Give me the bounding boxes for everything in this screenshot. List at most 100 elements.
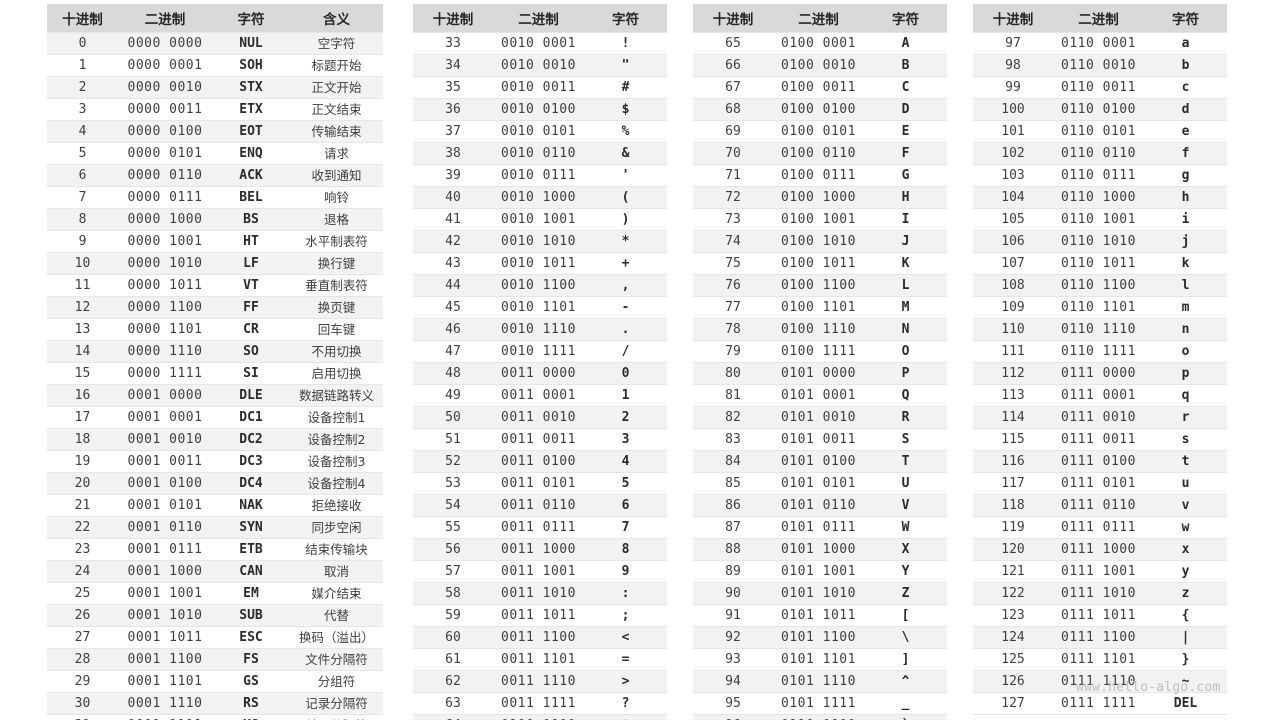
cell-decimal: 3 bbox=[47, 98, 118, 121]
cell-binary: 0000 0101 bbox=[118, 142, 212, 165]
table-row: 122 0111 1010 z bbox=[973, 582, 1227, 605]
table-row: 14 0000 1110 SO 不用切换 bbox=[47, 340, 383, 363]
cell-character: CR bbox=[212, 318, 290, 341]
table-row: 89 0101 1001 Y bbox=[693, 560, 947, 583]
table-row: 97 0110 0001 a bbox=[973, 32, 1227, 55]
table-row: 105 0110 1001 i bbox=[973, 208, 1227, 231]
cell-character: n bbox=[1144, 318, 1227, 341]
cell-meaning: 媒介结束 bbox=[290, 582, 383, 605]
cell-character: ! bbox=[584, 32, 667, 55]
ascii-table-control-chars: 十进制 二进制 字符 含义 0 0000 0000 NUL 空字符 1 0000 0001… bbox=[47, 4, 383, 720]
table-row: 23 0001 0111 ETB 结束传输块 bbox=[47, 538, 383, 561]
cell-binary: 0001 1000 bbox=[118, 560, 212, 583]
cell-decimal: 55 bbox=[413, 516, 493, 539]
cell-decimal: 98 bbox=[973, 54, 1053, 77]
cell-character: m bbox=[1144, 296, 1227, 319]
table-row: 117 0111 0101 u bbox=[973, 472, 1227, 495]
cell-binary: 0000 1110 bbox=[118, 340, 212, 363]
cell-meaning: 正文开始 bbox=[290, 76, 383, 99]
table-row: 61 0011 1101 = bbox=[413, 648, 667, 671]
cell-decimal: 53 bbox=[413, 472, 493, 495]
table-row: 116 0111 0100 t bbox=[973, 450, 1227, 473]
table-body: 0 0000 0000 NUL 空字符 1 0000 0001 SOH 标题开始 2 0000 0… bbox=[47, 32, 383, 720]
cell-character: t bbox=[1144, 450, 1227, 473]
cell-binary: 0001 0110 bbox=[118, 516, 212, 539]
table-row: 67 0100 0011 C bbox=[693, 76, 947, 99]
cell-binary: 0111 0001 bbox=[1053, 384, 1144, 407]
cell-decimal: 25 bbox=[47, 582, 118, 605]
table-row: 76 0100 1100 L bbox=[693, 274, 947, 297]
cell-decimal: 13 bbox=[47, 318, 118, 341]
cell-character: " bbox=[584, 54, 667, 77]
cell-binary: 0011 0000 bbox=[493, 362, 584, 385]
table-row: 4 0000 0100 EOT 传输结束 bbox=[47, 120, 383, 143]
table-row: 10 0000 1010 LF 换行键 bbox=[47, 252, 383, 275]
cell-character: + bbox=[584, 252, 667, 275]
cell-character: I bbox=[864, 208, 947, 231]
cell-binary: 0010 0011 bbox=[493, 76, 584, 99]
cell-decimal: 57 bbox=[413, 560, 493, 583]
cell-meaning: 标题开始 bbox=[290, 54, 383, 77]
watermark: www.hello-algo.com bbox=[1076, 680, 1221, 695]
table-row: 0 0000 0000 NUL 空字符 bbox=[47, 32, 383, 55]
cell-character: > bbox=[584, 670, 667, 693]
cell-binary: 0011 0110 bbox=[493, 494, 584, 517]
cell-meaning: 传输结束 bbox=[290, 120, 383, 143]
cell-character: Q bbox=[864, 384, 947, 407]
table-row: 90 0101 1010 Z bbox=[693, 582, 947, 605]
table-row: 52 0011 0100 4 bbox=[413, 450, 667, 473]
cell-character: : bbox=[584, 582, 667, 605]
cell-decimal: 67 bbox=[693, 76, 773, 99]
cell-decimal: 2 bbox=[47, 76, 118, 99]
table-row: 93 0101 1101] bbox=[693, 648, 947, 671]
cell-character: K bbox=[864, 252, 947, 275]
cell-character: B bbox=[864, 54, 947, 77]
cell-binary: 0011 1001 bbox=[493, 560, 584, 583]
cell-binary: 0011 1101 bbox=[493, 648, 584, 671]
table-row: 26 0001 1010 SUB 代替 bbox=[47, 604, 383, 627]
cell-decimal: 50 bbox=[413, 406, 493, 429]
cell-decimal: 29 bbox=[47, 670, 118, 693]
cell-binary: 0111 1010 bbox=[1053, 582, 1144, 605]
table-row: 1 0000 0001 SOH 标题开始 bbox=[47, 54, 383, 77]
table-body: 97 0110 0001 a 98 0110 0010 b 99 0110 0011 c 100 0… bbox=[973, 32, 1227, 715]
cell-meaning: 垂直制表符 bbox=[290, 274, 383, 297]
cell-decimal: 118 bbox=[973, 494, 1053, 517]
cell-decimal: 35 bbox=[413, 76, 493, 99]
cell-binary: 0110 0000 bbox=[773, 714, 864, 720]
table-row: 70 0100 0110 F bbox=[693, 142, 947, 165]
cell-binary: 0010 1000 bbox=[493, 186, 584, 209]
cell-binary: 0111 0011 bbox=[1053, 428, 1144, 451]
table-body: 33 0010 0001! 34 0010 0010 " 35 0010 0011 #36 00… bbox=[413, 32, 667, 720]
table-row: 60 0011 1100 < bbox=[413, 626, 667, 649]
table-row: 49 0011 0001 1 bbox=[413, 384, 667, 407]
cell-binary: 0100 0001 bbox=[773, 32, 864, 55]
cell-meaning: 拒绝接收 bbox=[290, 494, 383, 517]
cell-character: NUL bbox=[212, 32, 290, 55]
cell-binary: 0011 1110 bbox=[493, 670, 584, 693]
table-row: 47 0010 1111/ bbox=[413, 340, 667, 363]
cell-meaning: 退格 bbox=[290, 208, 383, 231]
cell-decimal: 30 bbox=[47, 692, 118, 715]
cell-character: 8 bbox=[584, 538, 667, 561]
cell-character: FS bbox=[212, 648, 290, 671]
table-row: 92 0101 1100 \ bbox=[693, 626, 947, 649]
cell-character: DLE bbox=[212, 384, 290, 407]
cell-decimal: 73 bbox=[693, 208, 773, 231]
cell-binary: 0011 0101 bbox=[493, 472, 584, 495]
cell-binary: 0110 0101 bbox=[1053, 120, 1144, 143]
cell-binary: 0000 1010 bbox=[118, 252, 212, 275]
cell-binary: 0100 0101 bbox=[773, 120, 864, 143]
cell-character: d bbox=[1144, 98, 1227, 121]
cell-decimal: 43 bbox=[413, 252, 493, 275]
cell-binary: 0101 0010 bbox=[773, 406, 864, 429]
table-row: 123 0111 1011{ bbox=[973, 604, 1227, 627]
table-row: 124 0111 1100 | bbox=[973, 626, 1227, 649]
cell-binary: 0001 0001 bbox=[118, 406, 212, 429]
cell-character: Z bbox=[864, 582, 947, 605]
table-row: 48 0011 0000 0 bbox=[413, 362, 667, 385]
column-header-binary: 二进制 bbox=[773, 4, 864, 33]
cell-binary: 0111 1011 bbox=[1053, 604, 1144, 627]
cell-binary: 0110 0100 bbox=[1053, 98, 1144, 121]
cell-decimal: 90 bbox=[693, 582, 773, 605]
